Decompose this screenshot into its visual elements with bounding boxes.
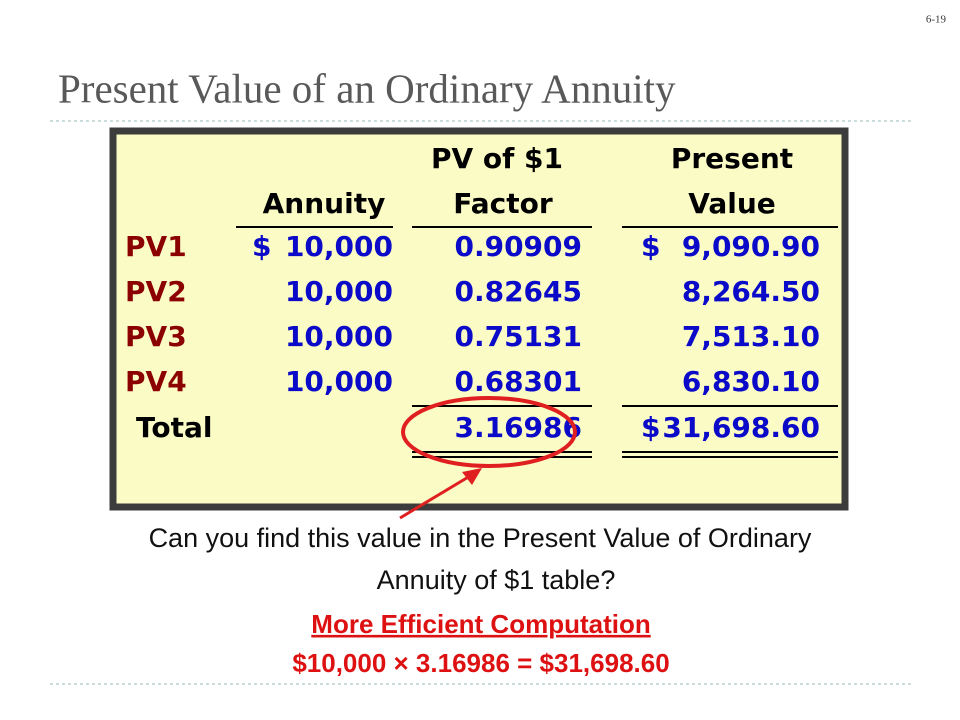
annuity: 10,000 xyxy=(285,365,393,398)
arrow xyxy=(399,474,471,520)
caption: Annuity of $1 table? xyxy=(377,565,616,595)
header: Annuity xyxy=(263,187,386,220)
currency: $ xyxy=(641,230,660,263)
computation-formula: $10,000 × 3.16986 = $31,698.60 xyxy=(292,648,669,678)
header: Factor xyxy=(453,187,553,220)
slide-title: Present Value of an Ordinary Annuity xyxy=(58,65,676,111)
table: PV of $1 Present Annuity Factor Value PV… xyxy=(125,142,838,458)
present-value: 9,090.90 xyxy=(682,230,820,263)
computation-heading: More Efficient Computation xyxy=(311,609,650,639)
highlight-ellipse xyxy=(401,396,577,468)
row-label: Total xyxy=(136,411,213,444)
factor: 0.68301 xyxy=(454,365,582,398)
currency: $ xyxy=(641,411,660,444)
present-value: 31,698.60 xyxy=(662,411,820,444)
annuity: 10,000 xyxy=(285,275,393,308)
factor: 3.16986 xyxy=(454,411,582,444)
present-value: 7,513.10 xyxy=(682,320,820,353)
page-number: 6-19 xyxy=(926,14,947,26)
header: PV of $1 xyxy=(431,142,563,175)
row-label: PV1 xyxy=(125,230,187,263)
currency: $ xyxy=(252,230,271,263)
header: Present xyxy=(671,142,793,175)
row-label: PV4 xyxy=(125,365,187,398)
factor: 0.75131 xyxy=(454,320,582,353)
header: Value xyxy=(688,187,776,220)
caption: Can you find this value in the Present V… xyxy=(149,523,812,553)
factor: 0.90909 xyxy=(454,230,582,263)
present-value: 6,830.10 xyxy=(682,365,820,398)
annuity: 10,000 xyxy=(285,230,393,263)
annuity: 10,000 xyxy=(285,320,393,353)
arrow-head xyxy=(462,468,482,485)
table-box xyxy=(109,127,849,511)
row-label: PV3 xyxy=(125,320,187,353)
present-value: 8,264.50 xyxy=(682,275,820,308)
row-label: PV2 xyxy=(125,275,187,308)
factor: 0.82645 xyxy=(454,275,582,308)
